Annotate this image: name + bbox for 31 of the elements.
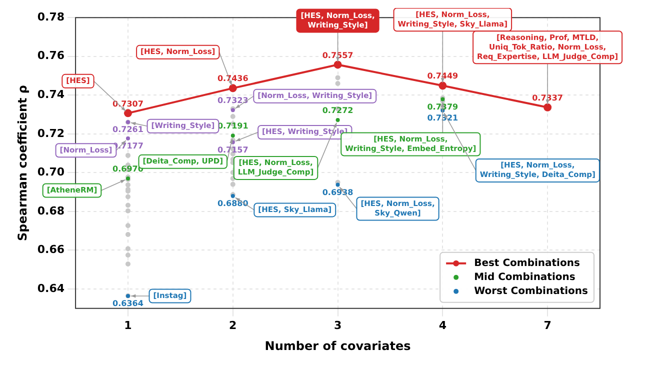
y-tick-label: 0.74 (37, 88, 65, 102)
y-tick-label: 0.68 (37, 204, 65, 218)
data-label: 0.7436 (217, 74, 249, 84)
data-label: 0.6880 (217, 199, 249, 208)
legend-label: Best Combinations (474, 258, 580, 269)
y-tick-label: 0.70 (37, 166, 65, 179)
x-tick-label: 3 (334, 318, 342, 332)
x-tick-label: 4 (438, 318, 447, 332)
data-label: 0.7307 (112, 99, 144, 108)
data-label: 0.7557 (322, 50, 354, 60)
data-label: 0.7323 (217, 96, 248, 106)
legend-label: Worst Combinations (474, 286, 588, 297)
y-tick-label: 0.78 (37, 10, 65, 24)
y-tick-label: 0.76 (37, 49, 65, 62)
data-label: 0.7261 (112, 125, 144, 134)
data-label: 0.7337 (532, 93, 563, 102)
legend-label: Mid Combinations (474, 272, 576, 283)
data-label: 0.6364 (112, 299, 144, 308)
y-tick-label: 0.72 (37, 126, 65, 140)
x-axis-title: Number of covariates (264, 338, 411, 353)
data-label: 0.6938 (322, 188, 354, 197)
x-tick-label: 7 (544, 318, 552, 332)
x-tick-label: 2 (229, 318, 237, 332)
data-label: 0.7449 (427, 72, 459, 81)
y-tick-label: 0.64 (37, 282, 65, 295)
y-axis-title: Spearman coefficient ρ (15, 84, 30, 241)
data-label: 0.6970 (112, 164, 144, 174)
x-tick-label: 1 (124, 318, 132, 332)
data-label: 0.7379 (427, 102, 459, 112)
data-label: 0.7272 (322, 106, 354, 116)
y-tick-label: 0.66 (37, 243, 65, 256)
